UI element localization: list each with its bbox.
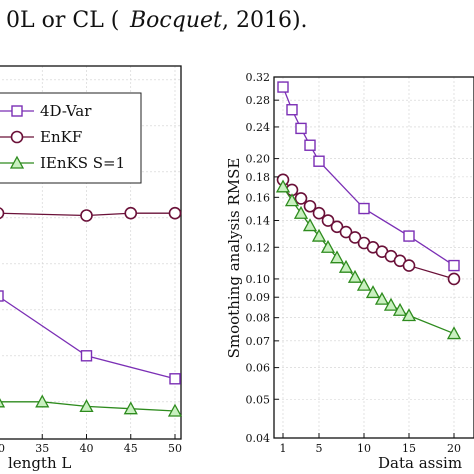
legend-label-1: EnKF <box>40 128 82 146</box>
right-y-tick-label-3: 0.07 <box>246 335 271 348</box>
left-x-axis-label: length L <box>8 454 71 472</box>
left-series-0-line <box>0 296 176 380</box>
right-series-0-point-7 <box>448 259 460 272</box>
right-y-tick-label-8: 0.14 <box>246 215 271 228</box>
right-series-1-point-7 <box>339 225 353 239</box>
right-grid <box>274 76 474 439</box>
legend-marker-0 <box>11 105 23 117</box>
right-series-2-point-14 <box>401 308 417 322</box>
legend: 4D-Var EnKF IEnKS S=1 <box>0 92 142 184</box>
caption-citation-year: , 2016). <box>222 8 308 33</box>
left-x-tick-label-0: 35 <box>35 442 49 455</box>
right-series-layer <box>275 81 462 340</box>
right-series-0-point-3 <box>304 139 316 151</box>
right-series-1-point-4 <box>312 206 326 220</box>
right-x-tick-label-0: 1 <box>280 442 287 455</box>
legend-label-2: IEnKS S=1 <box>40 154 125 172</box>
left-x-tick-label-3: 50 <box>168 442 182 455</box>
right-series-1-point-3 <box>303 199 317 213</box>
right-series-2-point-12 <box>383 297 399 311</box>
right-y-tick-label-7: 0.12 <box>246 241 271 254</box>
left-plot-frame <box>0 65 182 440</box>
left-series-2-point-0 <box>0 398 6 408</box>
right-y-tick-label-9: 0.16 <box>246 191 271 204</box>
right-y-tick-label-6: 0.10 <box>246 273 271 286</box>
right-series-1-point-2 <box>294 192 308 205</box>
right-series-0-point-0 <box>277 81 289 93</box>
left-series-2-point-3 <box>123 401 138 415</box>
left-x-tick-label-partial: 30 <box>0 442 5 455</box>
right-x-tick-label-2: 10 <box>357 442 371 455</box>
right-x-ticks: 1 5 10 15 20 <box>280 433 461 455</box>
right-y-tick-label-11: 0.20 <box>246 153 271 166</box>
right-plot-frame <box>273 76 474 439</box>
right-x-tick-label-1: 5 <box>316 442 323 455</box>
caption-text: 0L or CL ( <box>6 8 119 33</box>
right-series-0-point-1 <box>286 104 298 116</box>
right-y-tick-label-12: 0.24 <box>246 121 271 134</box>
right-series-0-point-5 <box>358 202 370 215</box>
right-series-2-point-4 <box>311 228 327 242</box>
right-x-tick-label-3: 15 <box>402 442 416 455</box>
right-y-tick-label-0: 0.04 <box>246 432 271 445</box>
right-series-1-point-15 <box>447 272 461 286</box>
right-series-2-point-2 <box>293 205 309 219</box>
left-x-tick-label-1: 40 <box>80 442 94 455</box>
right-y-tick-label-2: 0.06 <box>246 362 271 375</box>
right-y-tick-label-14: 0.32 <box>246 71 271 84</box>
right-y-tick-label-4: 0.08 <box>246 312 271 325</box>
left-x-ticks: 35 40 45 50 30 <box>0 434 182 455</box>
right-series-0-point-6 <box>403 230 415 242</box>
right-series-1-point-8 <box>348 231 362 244</box>
right-series-2-point-1 <box>284 193 300 207</box>
left-series-2-point-4 <box>167 403 183 417</box>
right-series-0-point-2 <box>295 122 307 135</box>
right-series-2-point-5 <box>320 239 336 253</box>
legend-items: 4D-Var EnKF IEnKS S=1 <box>0 102 125 172</box>
right-series-1-point-5 <box>321 214 335 227</box>
left-x-tick-label-2: 45 <box>124 442 138 455</box>
left-series-0-point-1 <box>80 350 93 362</box>
left-series-0-point-0 <box>0 290 4 302</box>
left-series-1-point-2 <box>124 206 138 220</box>
left-series-2-point-2 <box>79 399 94 413</box>
right-series-2-point-9 <box>356 277 372 291</box>
left-series-layer <box>0 206 183 417</box>
right-series-2-point-10 <box>365 285 381 299</box>
right-x-tick-label-4: 20 <box>447 442 461 455</box>
right-series-2-point-13 <box>392 302 408 316</box>
right-y-axis-label: Smoothing analysis RMSE <box>225 158 243 359</box>
right-y-tick-label-5: 0.09 <box>246 291 271 304</box>
left-series-1-point-1 <box>80 209 93 222</box>
left-series-1-line <box>0 212 175 217</box>
left-series-1-point-3 <box>168 206 182 220</box>
left-chart-panel: 35 40 45 50 30 length L 4D-Var EnKF IEnKS S=1 <box>0 65 183 472</box>
left-series-0-point-2 <box>169 373 181 385</box>
legend-marker-1 <box>10 130 24 144</box>
legend-marker-2 <box>9 155 25 169</box>
caption-fragment: 0L or CL ( Bocquet , 2016). <box>6 8 308 33</box>
left-grid <box>0 66 181 439</box>
right-series-2-point-7 <box>338 259 354 273</box>
right-series-2-point-0 <box>275 179 291 193</box>
right-series-1-point-14 <box>402 259 416 272</box>
right-y-ticks: 0.04 0.05 0.06 0.07 0.08 0.09 0.10 0.12 0.14 0.16… <box>246 71 279 445</box>
right-chart-panel: 0.04 0.05 0.06 0.07 0.08 0.09 0.10 0.12 0.14 0.16… <box>225 71 474 472</box>
right-series-2-point-8 <box>347 269 363 283</box>
left-series-2-point-1 <box>35 394 50 408</box>
right-y-tick-label-1: 0.05 <box>246 393 271 406</box>
right-x-axis-label: Data assim <box>378 454 462 472</box>
right-series-0-point-4 <box>313 155 325 167</box>
right-series-2-point-15 <box>446 326 462 340</box>
right-y-tick-label-13: 0.28 <box>246 94 271 107</box>
legend-label-0: 4D-Var <box>40 102 92 120</box>
caption-citation-author: Bocquet <box>129 8 222 33</box>
right-series-2-point-6 <box>329 250 345 264</box>
right-series-2-point-3 <box>302 218 318 232</box>
right-y-tick-label-10: 0.18 <box>246 171 271 184</box>
right-series-2-point-11 <box>374 291 390 305</box>
left-series-1-point-0 <box>0 207 5 220</box>
